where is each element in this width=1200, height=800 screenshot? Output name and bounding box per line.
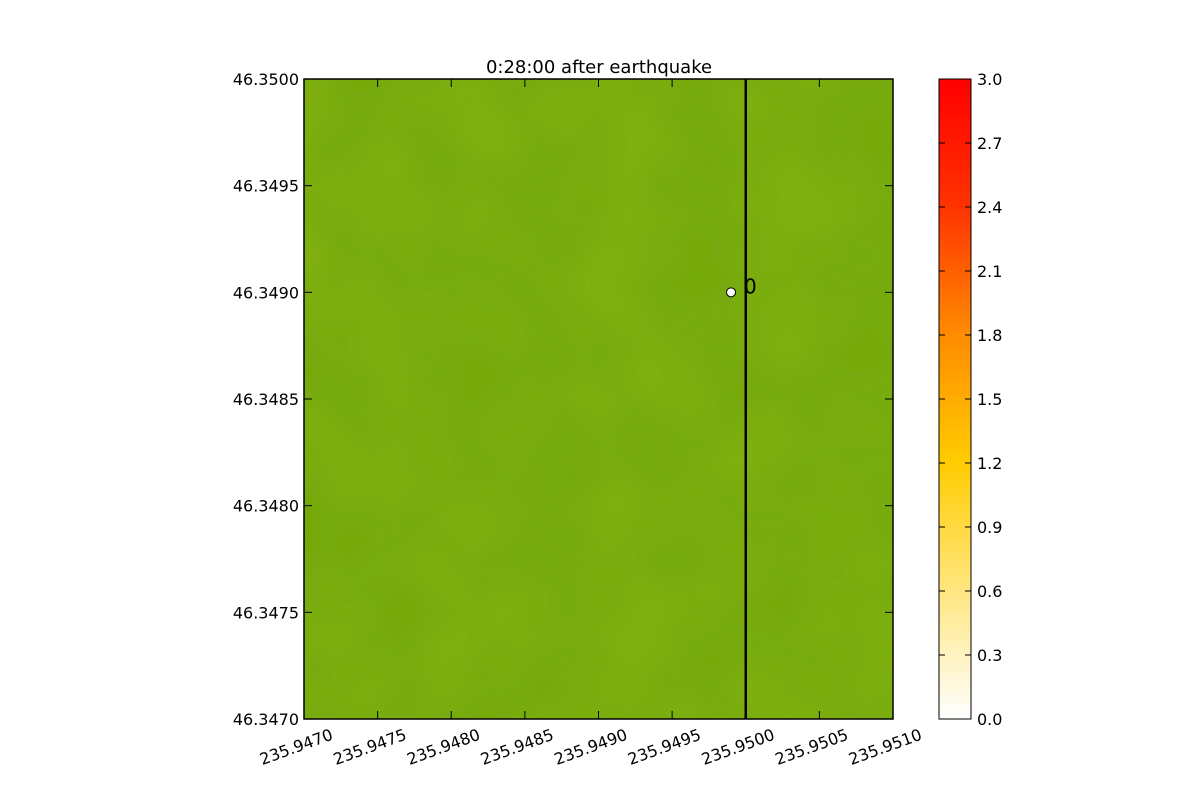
gauge-label: 0 [744,274,757,298]
colorbar-tick-label: 0.3 [977,646,1002,665]
colorbar-ticks: 0.0 0.3 0.6 0.9 1.2 1.5 1.8 2.1 2.4 2.7 3.0 [939,70,1002,729]
x-tick-label: 235.9510 [846,725,924,769]
x-tick-label: 235.9500 [699,725,777,769]
plot-area: 235.9470235.9475235.9480235.9485235.9490… [233,70,925,769]
x-tick-label: 235.9480 [404,725,482,769]
colorbar-tick-label: 2.4 [977,198,1002,217]
colorbar-tick-label: 1.5 [977,390,1002,409]
colorbar-tick-label: 1.8 [977,326,1002,345]
chart-title: 0:28:00 after earthquake [486,57,712,78]
y-axis: 46.3470 46.3475 46.3480 46.3485 46.3490 46.34… [233,70,893,729]
y-tick-label: 46.3485 [233,390,299,409]
colorbar-tick-label: 3.0 [977,70,1002,89]
y-tick-label: 46.3490 [233,283,299,302]
y-tick-label: 46.3500 [233,70,299,89]
x-tick-label: 235.9495 [625,725,703,769]
colorbar: 0.0 0.3 0.6 0.9 1.2 1.5 1.8 2.1 2.4 2.7 3.0 [938,70,1002,729]
x-tick-label: 235.9490 [552,725,630,769]
y-tick-label: 46.3470 [233,710,299,729]
colorbar-tick-label: 2.1 [977,262,1002,281]
x-tick-label: 235.9485 [478,725,556,769]
colorbar-tick-label: 0.0 [977,710,1002,729]
colorbar-tick-label: 1.2 [977,454,1002,473]
y-tick-label: 46.3495 [233,177,299,196]
plot-frame [303,78,894,720]
surface-texture [304,79,893,719]
y-tick-label: 46.3480 [233,497,299,516]
colorbar-tick-label: 0.6 [977,582,1002,601]
x-tick-label: 235.9470 [257,725,335,769]
colorbar-tick-label: 2.7 [977,134,1002,153]
x-tick-label: 235.9505 [773,725,851,769]
gauge-marker [726,287,737,298]
y-tick-label: 46.3475 [233,603,299,622]
x-tick-label: 235.9475 [331,725,409,769]
colorbar-tick-label: 0.9 [977,518,1002,537]
